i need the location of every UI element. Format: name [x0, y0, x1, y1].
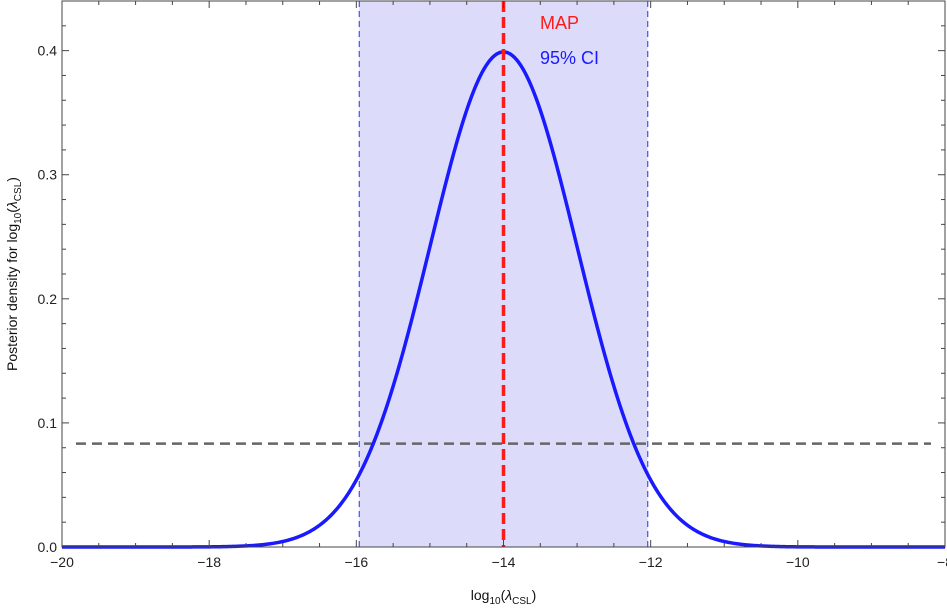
x-tick-label: −8 — [937, 554, 947, 570]
y-axis-label-open: ( — [4, 208, 20, 213]
y-axis-label-subscript: 10 — [13, 212, 24, 224]
y-tick-label: 0.2 — [38, 291, 58, 307]
legend-ci-label: 95% CI — [540, 48, 599, 68]
x-axis-label-open: ( — [501, 587, 506, 603]
x-tick-label: −12 — [639, 554, 663, 570]
y-axis-label-close: ) — [4, 177, 20, 182]
legend: MAP 95% CI — [540, 13, 599, 68]
x-tick-label: −14 — [492, 554, 516, 570]
x-axis-label-symbol: λ — [504, 587, 512, 603]
x-axis-label-symbol-subscript: CSL — [512, 596, 532, 607]
y-axis-label: Posterior density for log10(λCSL) — [4, 177, 24, 371]
ticks-layer — [61, 0, 946, 548]
y-axis-label-symbol: λ — [4, 201, 20, 209]
y-tick-labels: 0.0 0.1 0.2 0.3 0.4 — [38, 43, 58, 555]
x-axis-label-base: log — [471, 587, 490, 603]
y-tick-label: 0.1 — [38, 415, 58, 431]
y-axis-label-symbol-subscript: CSL — [13, 181, 24, 201]
x-axis-label: log10(λCSL) — [471, 587, 537, 607]
x-tick-label: −18 — [197, 554, 221, 570]
y-tick-label: 0.4 — [38, 43, 58, 59]
y-tick-label: 0.3 — [38, 167, 58, 183]
x-tick-label: −10 — [786, 554, 810, 570]
x-tick-label: −16 — [344, 554, 368, 570]
x-axis-label-close: ) — [532, 587, 537, 603]
y-axis-label-prefix: Posterior density for log — [4, 224, 20, 371]
y-tick-label: 0.0 — [38, 539, 58, 555]
legend-map-label: MAP — [540, 13, 579, 33]
x-axis-label-subscript: 10 — [489, 596, 501, 607]
x-tick-labels: −20 −18 −16 −14 −12 −10 −8 — [50, 554, 947, 570]
x-tick-label: −20 — [50, 554, 74, 570]
